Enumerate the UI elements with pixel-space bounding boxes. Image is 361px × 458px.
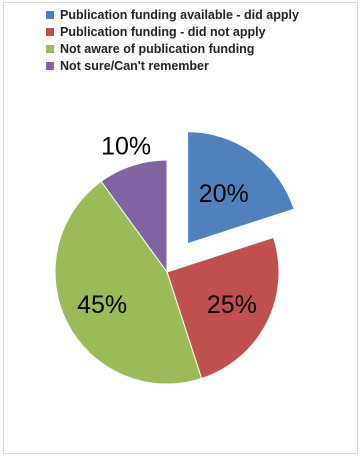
- slice-did-not-apply: [166, 236, 280, 380]
- legend-label: Not sure/Can't remember: [60, 58, 209, 73]
- data-label-did-apply: 20%: [199, 180, 249, 208]
- legend-label: Publication funding - did not apply: [60, 24, 266, 39]
- data-label-not-aware: 45%: [77, 291, 127, 319]
- legend-item-not-sure: Not sure/Can't remember: [46, 57, 299, 74]
- data-label-did-not-apply: 25%: [207, 291, 257, 319]
- slice-not-sure: [100, 159, 168, 274]
- legend-swatch: [46, 61, 54, 70]
- legend-item-not-aware: Not aware of publication funding: [46, 40, 299, 57]
- legend-label: Publication funding available - did appl…: [60, 7, 299, 22]
- slice-did-apply: [187, 131, 295, 245]
- legend-item-did-apply: Publication funding available - did appl…: [46, 6, 299, 23]
- data-label-not-sure: 10%: [101, 132, 151, 160]
- chart-legend: Publication funding available - did appl…: [46, 6, 299, 74]
- legend-swatch: [46, 10, 54, 19]
- slice-not-aware: [54, 180, 203, 385]
- legend-item-did-not-apply: Publication funding - did not apply: [46, 23, 299, 40]
- legend-label: Not aware of publication funding: [60, 41, 255, 56]
- legend-swatch: [46, 27, 54, 36]
- legend-swatch: [46, 44, 54, 53]
